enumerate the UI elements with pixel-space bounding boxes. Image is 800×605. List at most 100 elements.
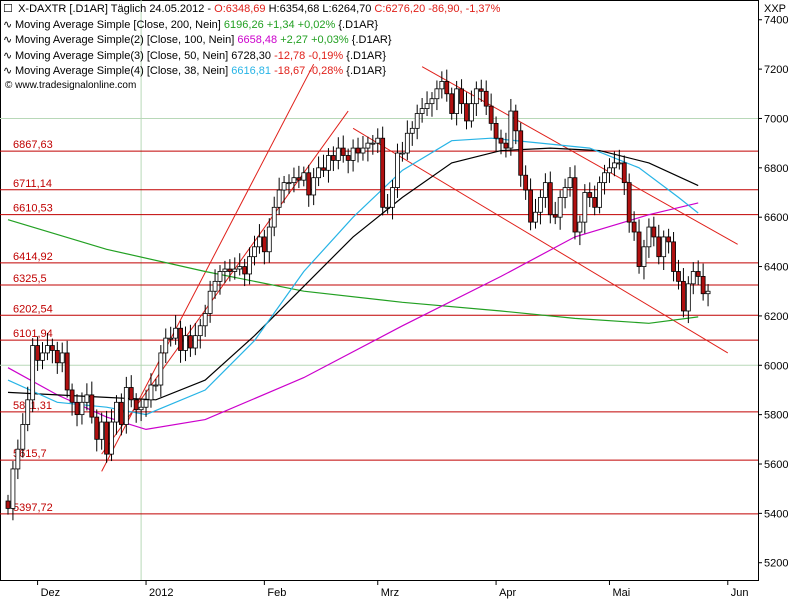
candle-body (483, 90, 489, 107)
candle-body (69, 389, 75, 403)
candle-body (350, 147, 356, 161)
candle-body (326, 155, 331, 171)
y-tick-label: 7000 (764, 113, 788, 125)
candle-body (301, 172, 307, 181)
x-tick-label: Feb (267, 587, 286, 599)
watermark: © www.tradesignalonline.com (5, 80, 136, 91)
candle-body (636, 231, 642, 267)
candle-body (424, 103, 430, 109)
candle-body (404, 132, 410, 154)
candle-body (109, 421, 114, 455)
candle-body (25, 399, 31, 425)
candle-body (49, 345, 55, 351)
candle-body (261, 236, 267, 253)
candle-body (607, 167, 612, 174)
candle-body (5, 500, 11, 509)
candle-body (360, 147, 366, 154)
candle-body (128, 387, 134, 401)
candle-body (616, 162, 622, 165)
candle-body (133, 399, 139, 411)
copyright-icon: © (5, 80, 13, 91)
indicator-delta-pct: -0,19% (308, 49, 344, 62)
candlesticks (5, 69, 711, 521)
candle-body (434, 88, 440, 100)
x-tick-label: 2012 (149, 587, 173, 599)
open-value: O:6348,69 (214, 3, 266, 15)
y-tick-label: 7200 (764, 64, 788, 76)
candle-body (508, 110, 514, 149)
candle-body (227, 268, 233, 272)
candle-body (296, 177, 302, 181)
candle-body (207, 290, 213, 314)
x-tick-label: Jun (731, 587, 749, 599)
y-tick-label: 5600 (764, 459, 788, 471)
x-tick-label: Dez (41, 587, 61, 599)
candle-body (148, 384, 154, 401)
candle-body (281, 182, 287, 191)
candle-body (118, 401, 124, 425)
candle-body (188, 335, 193, 349)
symbol-line: ☐ X-DAXTR [.D1AR] Täglich 24.05.2012 - O… (3, 2, 500, 18)
indicator-delta-pct: +0,03% (311, 34, 349, 46)
y-tick-label: 5200 (764, 558, 788, 570)
indicator-name: Moving Average Simple(4) [Close, 38, Nei… (15, 65, 229, 77)
candle-body (676, 271, 681, 282)
candle-body (222, 268, 228, 272)
candle-body (237, 266, 243, 270)
candle-body (542, 182, 548, 198)
indicator-delta: +1,34 (266, 18, 295, 31)
candle-body (370, 142, 376, 145)
candle-body (79, 401, 85, 416)
candle-body (587, 192, 593, 198)
candle-body (641, 246, 647, 267)
indicator-value: 6658,48 (237, 34, 278, 46)
level-label: 6325,5 (13, 273, 47, 285)
candle-body (439, 81, 445, 90)
candle-body (45, 345, 50, 354)
candle-body (247, 256, 252, 275)
candle-body (646, 226, 652, 248)
indicator-delta: -18,67 (274, 65, 306, 77)
candle-body (631, 221, 637, 233)
candle-body (64, 352, 70, 391)
indicator-delta: -12,78 (274, 49, 306, 62)
wave-icon: ∿ (3, 49, 13, 62)
candle-body (321, 167, 326, 171)
candle-body (123, 387, 129, 425)
candle-body (533, 211, 538, 223)
candle-body (419, 108, 425, 114)
candle-body (311, 177, 317, 196)
level-label: 6202,54 (13, 303, 53, 315)
candle-body (488, 105, 494, 124)
y-tick-label: 6000 (764, 360, 788, 372)
y-tick-label: 6400 (764, 262, 788, 274)
candle-body (10, 468, 16, 509)
candle-body (478, 88, 484, 92)
candle-body (557, 197, 563, 218)
indicator-tag: {.D1AR} (351, 34, 392, 46)
candle-body (567, 177, 573, 188)
candle-body (232, 268, 238, 272)
support-resistance-levels: 6867,63 6711,14 6610,53 6414,92 6325,5 6202,5… (0, 139, 758, 515)
unit-label: XXP (764, 3, 786, 15)
candle-body (84, 394, 90, 403)
candle-body (163, 337, 169, 354)
indicator-row: ∿ Moving Average Simple(2) [Close, 100, N… (3, 33, 500, 49)
close-value: C:6276,20 (374, 3, 426, 15)
y-tick-label: 6800 (764, 163, 788, 175)
period: Täglich (110, 3, 147, 15)
candle-body (611, 162, 617, 169)
candle-body (266, 226, 272, 253)
candle-body (498, 137, 504, 144)
candle-body (74, 401, 80, 416)
candle-body (365, 142, 371, 149)
candle-body (183, 335, 188, 351)
candle-body (252, 246, 257, 258)
candle-body (197, 325, 203, 337)
candle-body (429, 98, 435, 105)
candle-body (158, 352, 164, 386)
candle-body (271, 206, 277, 228)
candle-body (572, 177, 578, 233)
